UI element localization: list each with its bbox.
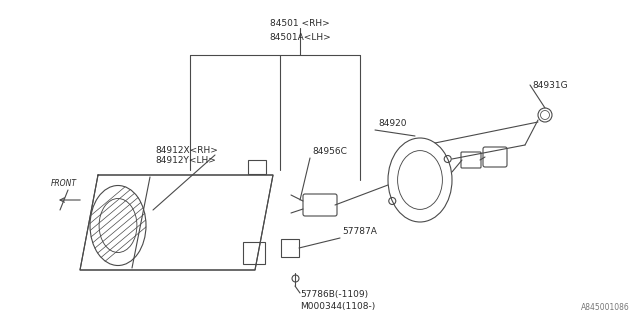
Text: M000344(1108-): M000344(1108-) — [300, 302, 375, 311]
Bar — [243, 242, 265, 264]
Bar — [248, 160, 266, 174]
Text: 84931G: 84931G — [532, 81, 568, 90]
Text: 57786B(-1109): 57786B(-1109) — [300, 290, 368, 299]
Text: 84920: 84920 — [378, 119, 406, 128]
Text: A845001086: A845001086 — [581, 303, 630, 312]
Text: 84956C: 84956C — [312, 147, 347, 156]
Text: 84501 <RH>: 84501 <RH> — [270, 19, 330, 28]
Text: 57787A: 57787A — [342, 227, 377, 236]
Bar — [281, 239, 299, 257]
Text: 84501A<LH>: 84501A<LH> — [269, 33, 331, 42]
Text: 84912X<RH>: 84912X<RH> — [155, 146, 218, 155]
Text: FRONT: FRONT — [51, 179, 77, 188]
Text: 84912Y<LH>: 84912Y<LH> — [155, 156, 216, 165]
